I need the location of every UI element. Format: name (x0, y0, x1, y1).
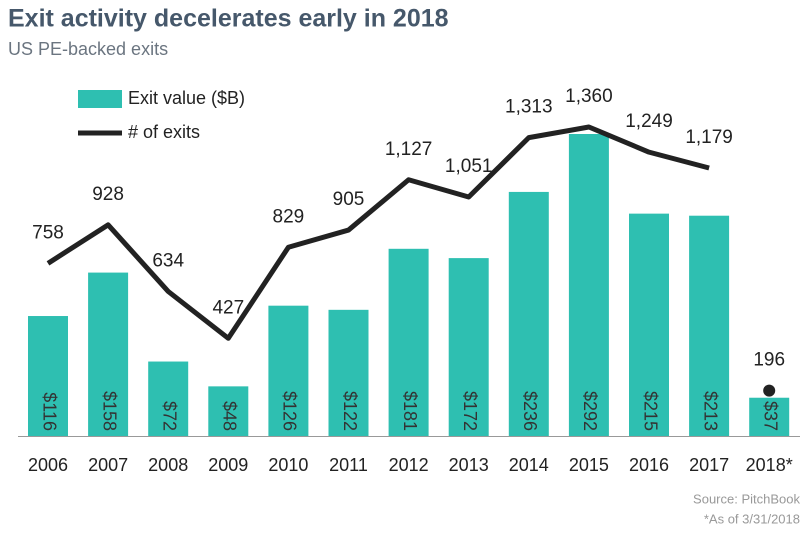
line-value-label: 928 (92, 184, 124, 205)
bar (88, 272, 129, 436)
x-tick-label: 2008 (148, 455, 188, 475)
line-value-label: 427 (212, 297, 244, 318)
x-tick-label: 2012 (389, 455, 429, 475)
x-tick-label: 2015 (569, 455, 609, 475)
line-value-label: 1,179 (685, 127, 733, 148)
bar-value-label: $181 (400, 391, 420, 431)
x-tick-label: 2016 (629, 455, 669, 475)
bar-value-label: $158 (99, 391, 119, 431)
line-value-label: 758 (32, 222, 64, 243)
bar (749, 397, 790, 436)
x-tick-label: 2018* (746, 455, 793, 475)
bar (208, 386, 249, 436)
line-value-label: 1,051 (445, 156, 493, 177)
bar-value-label: $126 (280, 391, 300, 431)
line (46, 124, 710, 341)
x-tick-label: 2007 (88, 455, 128, 475)
bar-value-label: $215 (640, 391, 660, 431)
line-value-label: 634 (152, 250, 184, 271)
line-value-label: 905 (333, 189, 365, 210)
x-tick-label: 2006 (28, 455, 68, 475)
bar (629, 213, 669, 436)
line-value-label: 1,313 (505, 97, 553, 118)
bar (268, 305, 309, 436)
bar-value-label: $37 (760, 401, 780, 431)
line-value-label: 1,127 (385, 139, 433, 160)
line-value-label: 1,249 (625, 111, 673, 132)
chart-title: Exit activity decelerates early in 2018 (8, 5, 449, 33)
bar (328, 309, 369, 436)
legend-label: Exit value ($B) (128, 88, 245, 108)
bar-value-label: $48 (220, 401, 240, 431)
x-tick-label: 2013 (449, 455, 489, 475)
bar (568, 134, 609, 436)
bar (388, 248, 429, 436)
bar (28, 316, 68, 436)
source: Source: PitchBook (693, 491, 800, 506)
x-tick-label: 2009 (208, 455, 248, 475)
bar (148, 361, 189, 436)
line-value-label: 196 (753, 350, 785, 371)
footnote: *As of 3/31/2018 (704, 511, 800, 526)
bar (689, 215, 730, 436)
chart-subtitle: US PE-backed exits (8, 39, 168, 59)
x-tick-label: 2014 (509, 455, 549, 475)
bar-value-label: $72 (159, 401, 179, 431)
bar-value-label: $236 (520, 391, 540, 431)
legend-label: # of exits (128, 122, 200, 142)
point (763, 384, 776, 397)
line-value-label: 1,360 (565, 86, 613, 107)
bar (508, 191, 549, 436)
bar-value-label: $172 (460, 391, 480, 431)
x-tick-label: 2017 (689, 455, 729, 475)
x-tick-label: 2010 (268, 455, 308, 475)
line-value-label: 829 (273, 206, 305, 227)
bar-value-label: $122 (340, 391, 360, 431)
bar-value-label: $213 (700, 391, 720, 431)
legend-swatch (78, 90, 122, 108)
bar-value-label: $292 (580, 391, 600, 431)
bar-value-label: $116 (39, 392, 59, 431)
bar (448, 258, 489, 436)
x-tick-label: 2011 (329, 455, 368, 475)
